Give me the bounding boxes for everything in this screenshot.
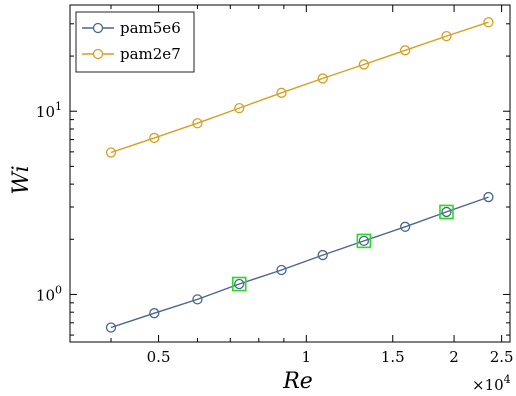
data-point-pam2e7 xyxy=(149,132,160,144)
highlight-marker xyxy=(356,233,372,249)
data-point-pam2e7 xyxy=(234,102,245,114)
data-point-pam5e6 xyxy=(105,322,117,333)
data-point-pam2e7 xyxy=(317,73,328,84)
data-point-pam2e7 xyxy=(358,59,370,70)
x-tick-label: 2 xyxy=(449,348,459,366)
series-line-pam2e7 xyxy=(110,21,489,154)
data-point-pam5e6 xyxy=(358,235,370,247)
data-point-pam5e6 xyxy=(317,249,328,261)
data-point-pam5e6 xyxy=(400,221,411,232)
x-tick-label: 2.5 xyxy=(490,348,514,366)
data-point-pam5e6 xyxy=(441,206,452,218)
legend-box xyxy=(75,11,195,73)
data-point-pam5e6 xyxy=(234,278,245,290)
legend-marker-pam5e6 xyxy=(92,22,104,34)
legend: pam5e6 pam2e7 xyxy=(75,11,195,73)
legend-label-pam2e7: pam2e7 xyxy=(120,45,181,63)
data-point-pam5e6 xyxy=(276,264,287,276)
data-point-pam2e7 xyxy=(483,17,494,28)
series-line-pam5e6 xyxy=(110,196,489,329)
data-point-pam5e6 xyxy=(192,294,203,305)
x-tick-label: 1.5 xyxy=(381,348,405,366)
data-point-pam2e7 xyxy=(192,118,203,129)
y-tick-label: 100 xyxy=(36,283,62,304)
x-multiplier-exponent: 4 xyxy=(504,373,511,386)
data-point-pam2e7 xyxy=(276,87,287,98)
data-point-pam2e7 xyxy=(441,30,452,42)
plot-area-frame xyxy=(69,4,511,343)
legend-marker-pam2e7 xyxy=(92,48,104,60)
y-tick-label: 101 xyxy=(36,100,62,121)
x-tick-label: 0.5 xyxy=(147,348,171,366)
data-point-pam5e6 xyxy=(149,308,160,319)
highlight-marker xyxy=(439,204,454,220)
x-multiplier-base: ×10 xyxy=(472,376,504,394)
highlight-marker xyxy=(231,276,247,292)
data-point-pam2e7 xyxy=(105,147,117,158)
data-point-pam2e7 xyxy=(400,45,411,56)
legend-label-pam5e6: pam5e6 xyxy=(120,19,181,37)
x-tick-label: 1 xyxy=(302,348,312,366)
y-axis-label: Wi xyxy=(9,165,34,194)
data-point-pam5e6 xyxy=(483,191,494,203)
x-axis-label: Re xyxy=(282,369,313,394)
x-multiplier: ×104 xyxy=(472,373,511,394)
